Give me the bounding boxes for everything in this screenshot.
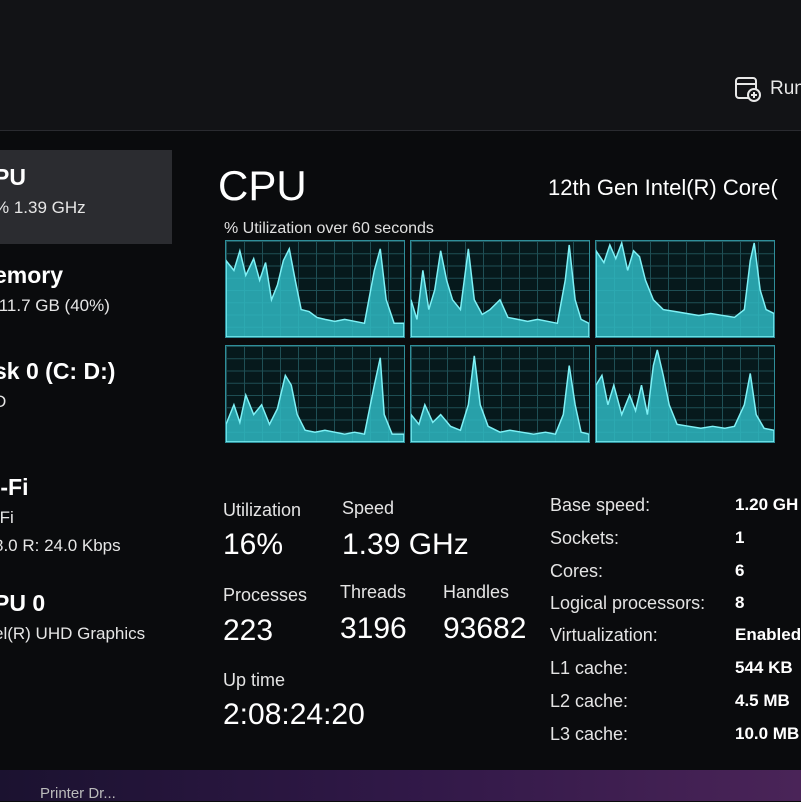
performance-sidebar: PU % 1.39 GHz emory /11.7 GB (40%) sk 0 … <box>0 150 172 710</box>
spec-value: 1 <box>735 528 745 547</box>
handles-label: Handles <box>443 582 510 602</box>
spec-value: 544 KB <box>735 658 793 677</box>
core-graph <box>225 345 405 443</box>
divider <box>0 130 801 131</box>
threads-label: Threads <box>340 582 407 602</box>
cpu-core-graphs <box>225 240 801 450</box>
spec-value: 1.20 GH <box>735 495 799 514</box>
sidebar-item-disk[interactable]: sk 0 (C: D:) D <box>0 350 172 450</box>
title-bar <box>0 0 801 130</box>
sidebar-item-sub: -Fi <box>0 508 14 527</box>
graph-caption: % Utilization over 60 seconds <box>224 220 434 237</box>
sidebar-item-gpu[interactable]: PU 0 el(R) UHD Graphics <box>0 586 172 666</box>
run-task-label: Run <box>770 78 801 99</box>
spec-label: L1 cache: <box>550 658 629 678</box>
core-graph <box>595 240 775 338</box>
sidebar-item-memory[interactable]: emory /11.7 GB (40%) <box>0 254 172 344</box>
utilization-value: 16% <box>223 528 284 561</box>
spec-value: 4.5 MB <box>735 691 790 710</box>
sidebar-item-title: sk 0 (C: D:) <box>0 358 116 384</box>
utilization-label: Utilization <box>223 500 302 520</box>
speed-label: Speed <box>342 498 395 518</box>
core-graph <box>410 240 590 338</box>
sidebar-item-cpu[interactable]: PU % 1.39 GHz <box>0 150 172 244</box>
uptime-value: 2:08:24:20 <box>223 698 365 731</box>
spec-label: Base speed: <box>550 495 651 515</box>
handles-value: 93682 <box>443 612 527 645</box>
spec-label: Logical processors: <box>550 593 706 613</box>
threads-value: 3196 <box>340 612 407 645</box>
core-graph <box>410 345 590 443</box>
sidebar-item-title: PU <box>0 164 26 190</box>
sidebar-item-sub: % 1.39 GHz <box>0 198 86 217</box>
uptime-label: Up time <box>223 670 286 690</box>
core-graph <box>595 345 775 443</box>
spec-label: L2 cache: <box>550 691 629 711</box>
sidebar-item-title: PU 0 <box>0 590 46 616</box>
sidebar-item-title: i-Fi <box>0 474 29 500</box>
spec-value: Enabled <box>735 625 801 644</box>
cpu-performance-panel: CPU 12th Gen Intel(R) Core( % Utilizatio… <box>200 150 801 750</box>
sidebar-item-throughput: 8.0 R: 24.0 Kbps <box>0 536 121 555</box>
spec-label: Cores: <box>550 561 604 581</box>
processes-label: Processes <box>223 585 308 605</box>
speed-value: 1.39 GHz <box>342 528 469 561</box>
page-title: CPU <box>218 162 307 209</box>
sidebar-item-title: emory <box>0 262 64 288</box>
cpu-model-name: 12th Gen Intel(R) Core( <box>548 175 778 200</box>
run-new-task-button[interactable]: Run <box>734 76 801 102</box>
spec-label: L3 cache: <box>550 724 629 744</box>
sidebar-item-sub: el(R) UHD Graphics <box>0 624 146 643</box>
processes-value: 223 <box>223 614 274 647</box>
spec-value: 6 <box>735 561 745 580</box>
sidebar-item-sub: /11.7 GB (40%) <box>0 296 110 315</box>
taskbar <box>0 770 801 801</box>
spec-value: 10.0 MB <box>735 724 800 743</box>
spec-label: Sockets: <box>550 528 620 548</box>
sidebar-item-wifi[interactable]: i-Fi -Fi 8.0 R: 24.0 Kbps <box>0 468 172 568</box>
sidebar-item-sub: D <box>0 392 7 411</box>
run-task-icon <box>735 77 761 102</box>
taskbar-item[interactable]: Printer Dr... <box>40 785 116 802</box>
spec-label: Virtualization: <box>550 625 658 645</box>
core-graph <box>225 240 405 338</box>
spec-value: 8 <box>735 593 745 612</box>
